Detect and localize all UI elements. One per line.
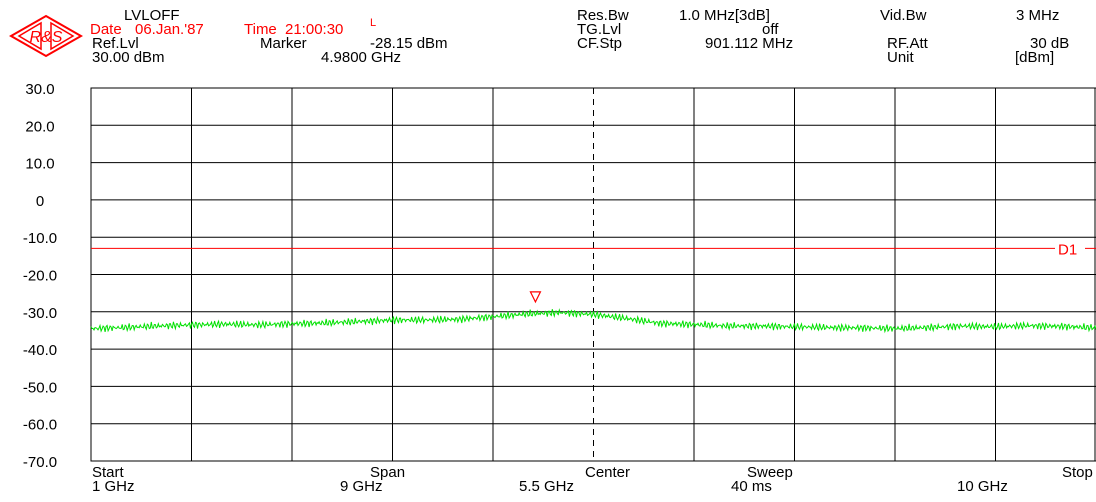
date-value: 06.Jan.'87 [135, 21, 204, 38]
y-tick-label: -30.0 [23, 305, 57, 322]
span-value: 9 GHz [340, 478, 383, 495]
unit-value: [dBm] [1015, 49, 1055, 66]
cf-stp-label: CF.Stp [577, 35, 623, 52]
rs-logo: R&S [8, 14, 84, 58]
svg-text:R&S: R&S [30, 29, 63, 46]
marker-freq: 4.9800 GHz [321, 49, 402, 66]
stop-value: 10 GHz [957, 478, 1008, 495]
y-tick-label: -10.0 [23, 230, 57, 247]
res-bw-label: Res.Bw [577, 7, 629, 24]
rf-att-value: 30 dB [1030, 35, 1070, 52]
y-tick-label: -50.0 [23, 379, 57, 396]
y-tick-label: -40.0 [23, 342, 57, 359]
display-line-label-bg [1055, 239, 1085, 258]
display-line-label: D1 [1058, 241, 1077, 258]
ref-lvl-value: 30.00 dBm [92, 49, 165, 66]
marker-level: -28.15 dBm [370, 35, 448, 52]
y-tick-label: 30.0 [25, 81, 54, 98]
time-flag: L [370, 17, 377, 29]
span-label: Span [370, 464, 406, 481]
start-value: 1 GHz [92, 478, 135, 495]
marker-triangle [529, 291, 542, 304]
sweep-value: 40 ms [731, 478, 772, 495]
y-tick-label: 0 [36, 193, 44, 210]
y-tick-label: -60.0 [23, 417, 57, 434]
trace-line [90, 308, 1096, 334]
tg-lvl-label: TG.Lvl [577, 21, 622, 38]
y-tick-label: 20.0 [25, 118, 54, 135]
unit-label: Unit [887, 49, 914, 66]
rf-att-label: RF.Att [887, 35, 928, 52]
ref-lvl-label: Ref.Lvl [92, 35, 139, 52]
time-value: 21:00:30 [285, 21, 344, 38]
marker-label: Marker [260, 35, 307, 52]
tg-lvl-value: off [762, 21, 779, 38]
stop-label: Stop [1062, 464, 1093, 481]
res-bw-value: 1.0 MHz[3dB] [679, 7, 770, 24]
y-tick-label: 10.0 [25, 156, 54, 173]
vid-bw-value: 3 MHz [1016, 7, 1060, 24]
start-label: Start [92, 464, 124, 481]
date-label: Date [90, 21, 122, 38]
sweep-label: Sweep [747, 464, 793, 481]
center-value: 5.5 GHz [519, 478, 575, 495]
trace-title: LVLOFF [124, 7, 180, 24]
time-label: Time [244, 21, 277, 38]
cf-stp-value: 901.112 MHz [705, 35, 794, 52]
y-tick-label: -20.0 [23, 268, 57, 285]
center-label: Center [585, 464, 631, 481]
y-tick-label: -70.0 [23, 454, 57, 471]
vid-bw-label: Vid.Bw [880, 7, 927, 24]
